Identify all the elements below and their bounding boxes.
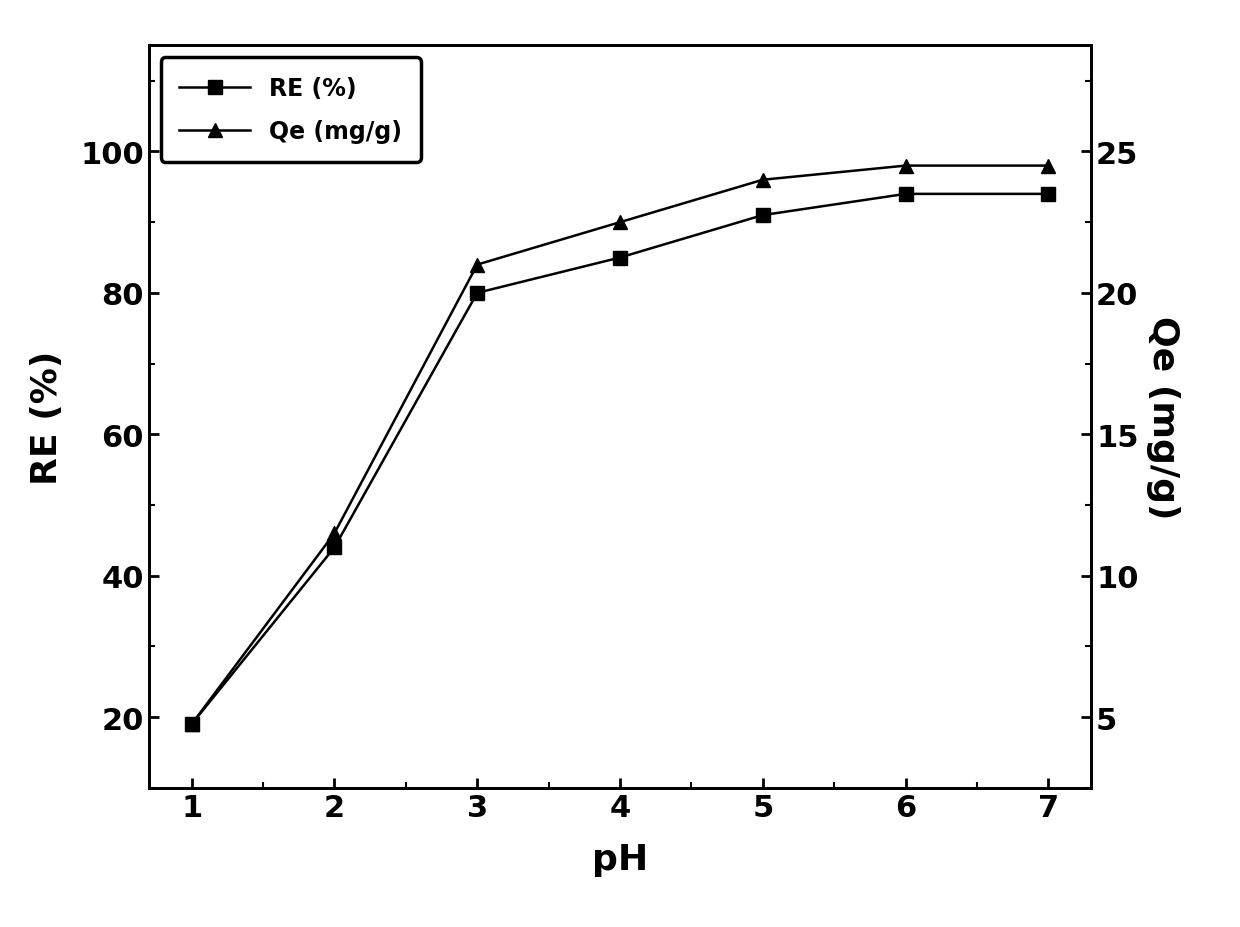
Y-axis label: RE (%): RE (%) — [30, 350, 63, 484]
RE (%) — [327, 542, 342, 553]
RE (%) — [755, 210, 770, 222]
Y-axis label: Qe (mg/g): Qe (mg/g) — [1146, 315, 1180, 519]
Qe (mg/g) — [470, 260, 485, 271]
RE (%) — [613, 253, 627, 264]
RE (%) — [1040, 189, 1055, 200]
Qe (mg/g) — [755, 175, 770, 186]
RE (%) — [470, 288, 485, 299]
Legend: RE (%), Qe (mg/g): RE (%), Qe (mg/g) — [161, 58, 422, 163]
RE (%) — [898, 189, 913, 200]
Qe (mg/g) — [185, 718, 200, 730]
Line: Qe (mg/g): Qe (mg/g) — [185, 159, 1055, 731]
Qe (mg/g) — [327, 528, 342, 540]
Qe (mg/g) — [1040, 161, 1055, 172]
Qe (mg/g) — [613, 217, 627, 228]
X-axis label: pH: pH — [591, 843, 649, 877]
Qe (mg/g) — [898, 161, 913, 172]
Line: RE (%): RE (%) — [185, 188, 1055, 731]
RE (%) — [185, 718, 200, 730]
